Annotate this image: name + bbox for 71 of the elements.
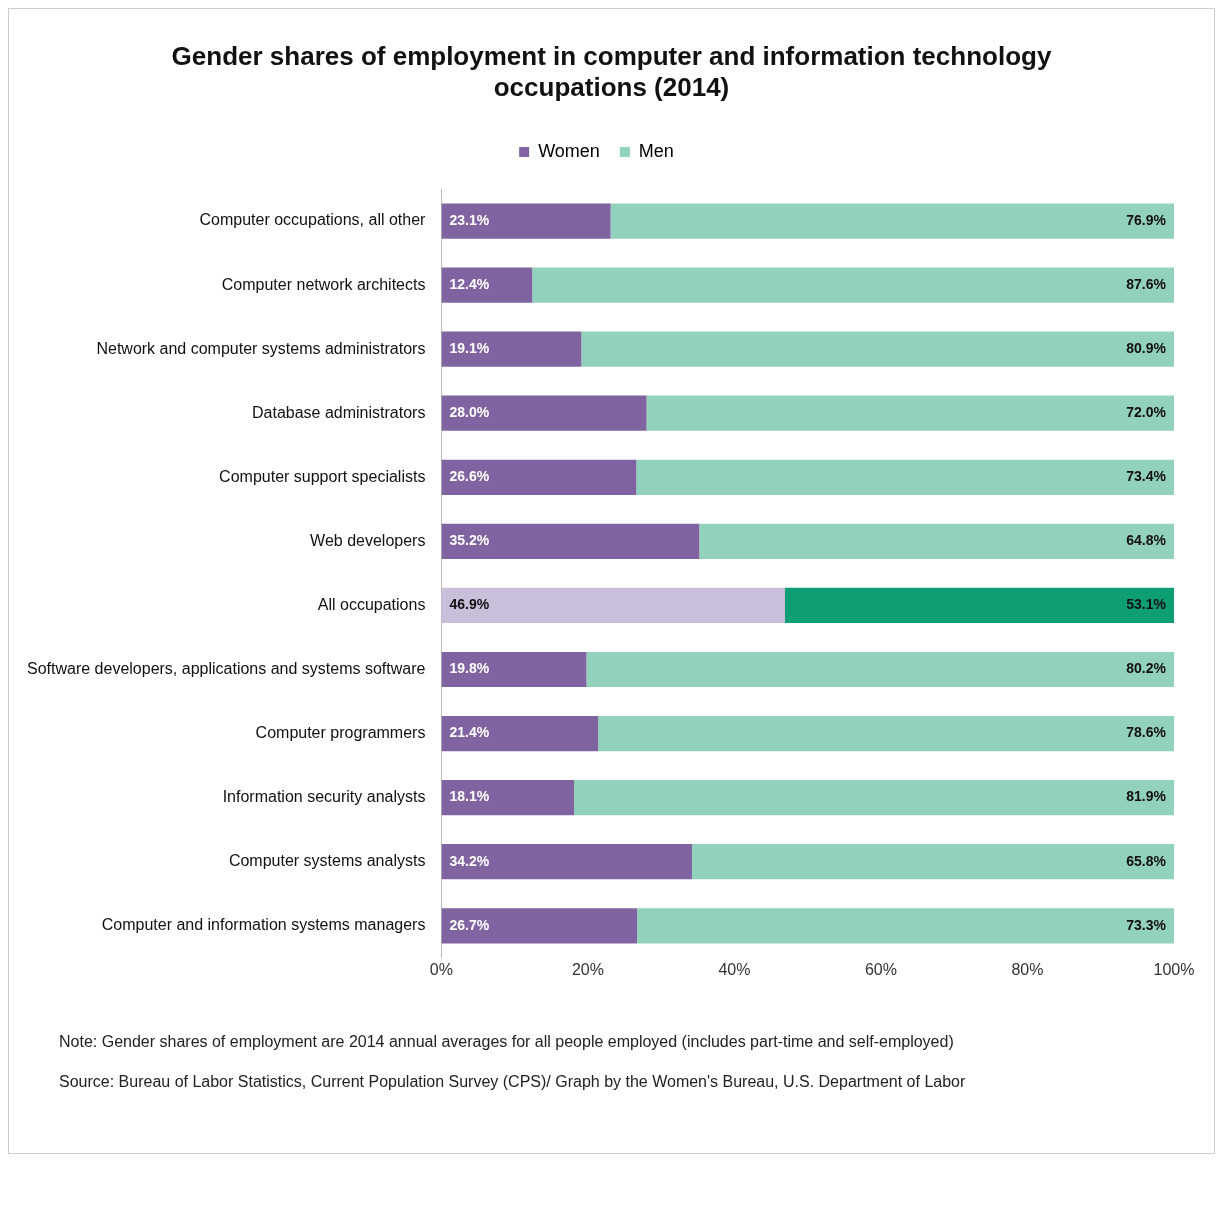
x-tick-label: 40%: [718, 960, 751, 978]
bar: [581, 331, 1174, 367]
bar: [610, 203, 1174, 239]
y-tick-label: Web developers: [310, 531, 426, 549]
data-label: 19.8%: [449, 660, 490, 677]
data-label: 28.0%: [449, 404, 490, 421]
bar: [598, 715, 1174, 752]
data-label: 18.1%: [449, 788, 490, 805]
bar: [441, 908, 638, 944]
data-label: 80.9%: [1126, 340, 1167, 357]
legend-label: Women: [538, 140, 600, 161]
bar: [441, 203, 611, 239]
bar: [586, 651, 1174, 688]
x-tick-label: 80%: [1011, 960, 1044, 978]
data-label: 53.1%: [1126, 596, 1167, 613]
chart-title: Gender shares of employment in computer and information technology occupations (2014): [170, 41, 1053, 103]
bar: [441, 523, 700, 559]
bar: [441, 844, 692, 880]
data-label: 26.6%: [449, 468, 490, 485]
x-tick-label: 100%: [1153, 960, 1195, 978]
data-label: 76.9%: [1126, 211, 1167, 228]
data-label: 73.4%: [1126, 468, 1167, 485]
bar: [646, 395, 1174, 431]
source-note: Source: Bureau of Labor Statistics, Current Population Survey (CPS)/ Graph by the Women's Bureau, U.S. Department of Labor: [59, 1073, 967, 1091]
bar: [441, 267, 533, 303]
legend-label: Men: [638, 140, 674, 161]
data-label: 81.9%: [1126, 788, 1167, 805]
data-label: 23.1%: [449, 211, 490, 228]
data-label: 46.9%: [449, 596, 490, 613]
bar: [441, 651, 587, 688]
data-label: 80.2%: [1126, 660, 1167, 677]
data-label: 65.8%: [1126, 852, 1167, 869]
y-tick-label: Computer programmers: [255, 723, 426, 741]
data-label: 78.6%: [1126, 724, 1167, 741]
data-label: 87.6%: [1126, 275, 1167, 292]
y-tick-label: Network and computer systems administrators: [96, 339, 426, 357]
y-tick-label: Computer and information systems managers: [101, 916, 426, 934]
y-tick-label: Computer occupations, all other: [199, 211, 427, 229]
bar: [441, 715, 599, 752]
data-label: 26.7%: [449, 916, 490, 933]
text: Note: Gender shares of employment are 2014 annual averages for all people employed (includes part-time and self-employed): [59, 1033, 955, 1051]
bar: [532, 267, 1174, 303]
bar: [637, 908, 1174, 944]
bar: [785, 587, 1174, 624]
y-tick-label: Information security analysts: [222, 788, 426, 806]
bar: [574, 780, 1174, 816]
data-label: 35.2%: [449, 532, 490, 549]
data-label: 21.4%: [449, 724, 490, 741]
data-label: 64.8%: [1126, 532, 1167, 549]
bar: [441, 780, 575, 816]
data-label: 72.0%: [1126, 404, 1167, 421]
x-tick-label: 20%: [571, 960, 604, 978]
data-label: 12.4%: [449, 275, 490, 292]
bar: [636, 459, 1174, 495]
x-tick-label: 0%: [429, 960, 453, 978]
y-tick-label: Database administrators: [252, 403, 426, 421]
x-tick-label: 60%: [864, 960, 897, 978]
bar: [441, 395, 647, 431]
data-label: 73.3%: [1126, 916, 1167, 933]
data-label: 34.2%: [449, 852, 490, 869]
y-tick-label: Computer systems analysts: [228, 852, 426, 870]
y-tick-label: Software developers, applications and systems software: [27, 659, 426, 677]
y-tick-label: All occupations: [317, 595, 426, 613]
data-label: 19.1%: [449, 340, 490, 357]
bar: [691, 844, 1174, 880]
bar: [441, 331, 582, 367]
y-tick-label: Computer support specialists: [219, 467, 426, 485]
y-tick-label: Computer network architects: [221, 275, 426, 293]
bar: [441, 459, 637, 495]
bar: [699, 523, 1174, 559]
bar: [441, 587, 785, 624]
